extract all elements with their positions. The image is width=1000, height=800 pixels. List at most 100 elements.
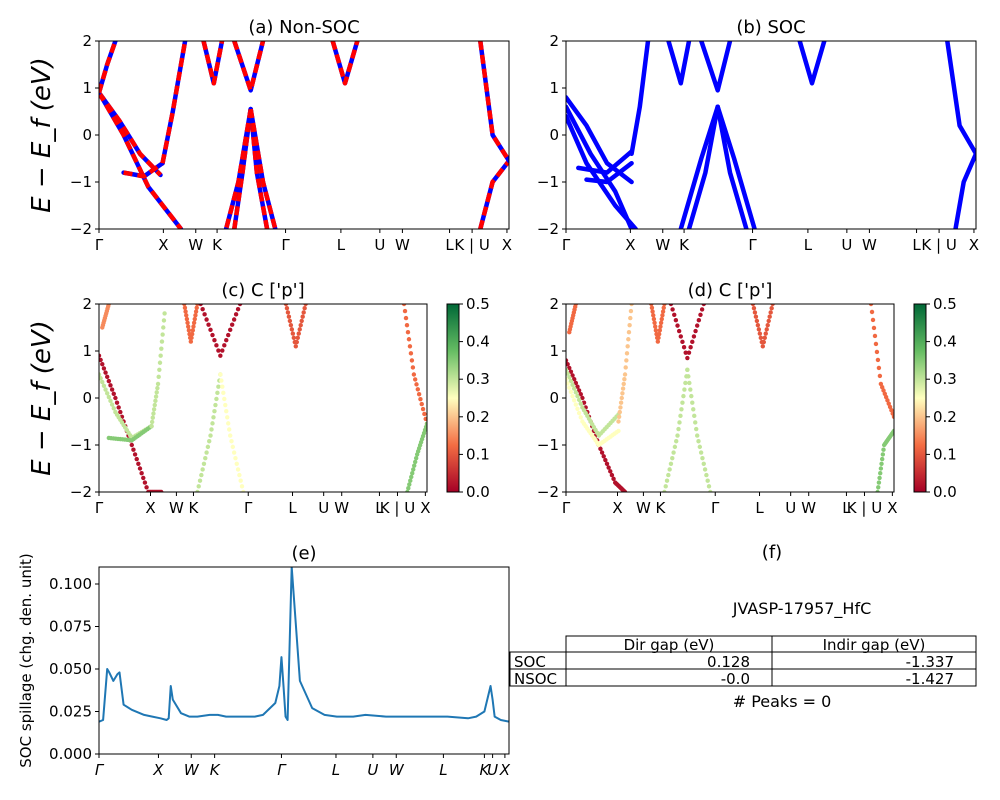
y-axis-a: 2 1 0 −1 −2 xyxy=(70,32,99,238)
band-3-point xyxy=(619,395,624,401)
band-11-point xyxy=(879,461,884,466)
panel-title: (a) Non-SOC xyxy=(248,17,359,38)
column-header: Dir gap (eV) xyxy=(624,636,715,654)
band-10-point xyxy=(885,398,890,403)
x-tick-label: X xyxy=(420,499,430,517)
band-5-red xyxy=(201,41,225,86)
panel-title: (d) C ['p'] xyxy=(688,280,773,301)
band-5-point xyxy=(189,331,195,337)
colorbar-tick-label: 0.5 xyxy=(466,295,490,313)
band-0-point xyxy=(142,480,148,485)
band-5-point xyxy=(193,309,199,314)
band-6-point xyxy=(690,339,695,345)
band-0-point xyxy=(129,442,134,448)
band-6-point xyxy=(672,312,677,318)
band-11-point xyxy=(411,467,416,472)
band-0-point xyxy=(99,357,103,363)
x-tick-label: K xyxy=(210,761,221,779)
band-11 xyxy=(715,104,757,229)
band-9-point xyxy=(753,314,759,319)
colorbar-c: 0.5 0.4 0.3 0.2 0.1 0.0 xyxy=(446,295,490,501)
band-7-point xyxy=(678,413,683,419)
x-tick-label: L xyxy=(375,499,384,517)
band-6-point xyxy=(678,334,683,339)
band-3-point xyxy=(161,318,167,323)
x-tick-label: U xyxy=(367,761,378,779)
band-13 xyxy=(945,41,976,157)
x-tick-label: Γ xyxy=(95,499,104,517)
band-12 xyxy=(797,41,827,86)
band-7-point xyxy=(667,467,672,472)
y-tick-label: −1 xyxy=(537,436,559,454)
band-9-point xyxy=(754,318,760,324)
band-5-point xyxy=(656,331,662,337)
band-6-point xyxy=(680,339,685,345)
band-10-point xyxy=(402,308,408,314)
band-7-point xyxy=(205,444,211,450)
band-5-point xyxy=(182,305,188,310)
band-0-point xyxy=(598,446,603,451)
x-tick-label: K xyxy=(656,499,667,517)
band-1-point xyxy=(572,386,577,391)
x-tick-label: X xyxy=(502,236,512,254)
band-8-point xyxy=(224,408,229,414)
band-9-point xyxy=(767,314,772,319)
band-6-point xyxy=(675,323,680,328)
band-11-point xyxy=(875,489,880,492)
band-3-point xyxy=(621,381,626,387)
band-6-point xyxy=(220,348,225,353)
band-1-point xyxy=(105,391,110,396)
band-11-point xyxy=(879,456,885,462)
band-7-point xyxy=(200,467,205,472)
band-2-point xyxy=(616,428,621,434)
band-10-point xyxy=(412,377,418,382)
band-8-point xyxy=(230,444,236,450)
band-10-point xyxy=(403,315,409,321)
band-1-blue xyxy=(99,90,184,229)
axes-frame xyxy=(565,40,977,230)
band-3-point xyxy=(625,344,630,349)
band-7-point xyxy=(676,426,681,432)
band-2-point xyxy=(575,406,580,412)
band-5-point xyxy=(650,309,655,314)
band-8-point xyxy=(695,433,700,438)
band-0-point xyxy=(144,485,149,490)
y-tick-label: 0 xyxy=(549,389,559,407)
band-5 xyxy=(629,41,651,157)
x-axis-e: Γ X W K Γ L U W L KU X xyxy=(95,754,511,779)
band-1-point xyxy=(106,394,112,400)
band-7-point xyxy=(211,415,216,420)
band-10-point xyxy=(875,357,881,363)
band-1-point xyxy=(108,398,113,404)
x-tick-label: L xyxy=(804,236,813,254)
band-10-point xyxy=(407,344,413,349)
band-2 xyxy=(566,113,638,229)
band-3-point xyxy=(151,407,157,412)
colorbar-tick-label: 0.5 xyxy=(933,295,957,313)
band-5-point xyxy=(657,328,663,333)
band-7-point xyxy=(204,450,209,455)
band-1-point xyxy=(575,393,580,399)
band-7-point xyxy=(663,484,668,489)
band-1-point xyxy=(101,383,107,388)
band-5-point xyxy=(658,320,664,325)
band-9-point xyxy=(757,331,763,336)
band-10-point xyxy=(868,304,874,307)
band-5-point xyxy=(183,309,188,314)
band-6-point xyxy=(231,317,237,322)
colorbar-tick-label: 0.2 xyxy=(466,408,490,426)
band-3-point xyxy=(628,315,633,321)
band-11-point xyxy=(880,452,886,457)
band-10-point xyxy=(874,349,880,355)
band-0-point xyxy=(141,475,146,481)
band-6 xyxy=(666,41,692,86)
band-0-point xyxy=(134,456,139,462)
band-5-point xyxy=(658,324,663,329)
band-3-point xyxy=(152,402,157,408)
band-10-point xyxy=(882,391,888,396)
colorbar-tick-label: 0.3 xyxy=(933,370,957,388)
band-0-point xyxy=(106,378,112,384)
band-9-point xyxy=(303,304,308,307)
